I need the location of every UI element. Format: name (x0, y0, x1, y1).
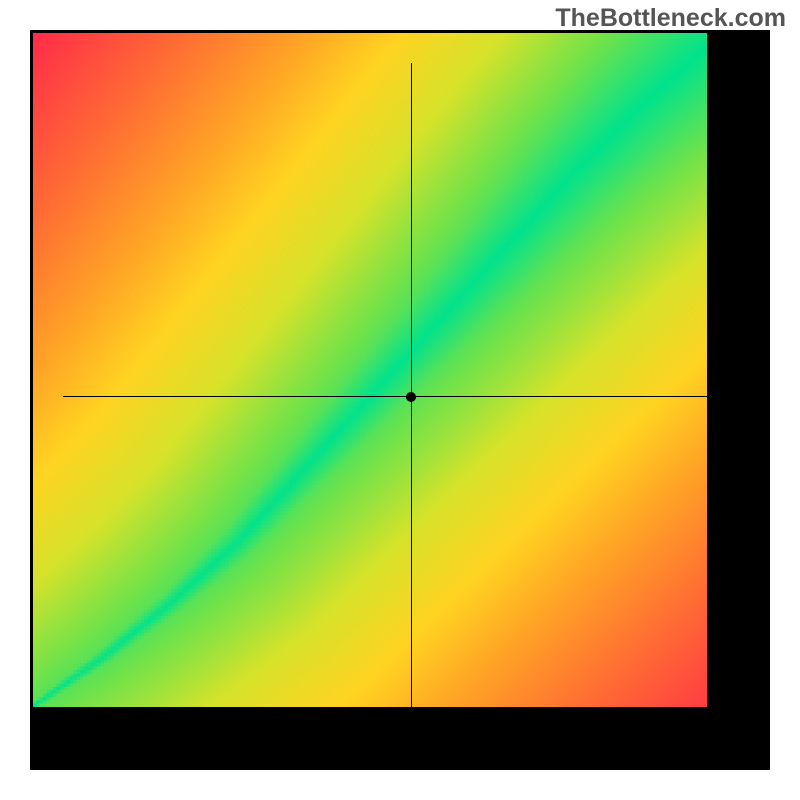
bottleneck-heatmap-canvas (33, 33, 707, 707)
crosshair-horizontal-line (63, 396, 737, 397)
watermark-text: TheBottleneck.com (555, 4, 786, 33)
